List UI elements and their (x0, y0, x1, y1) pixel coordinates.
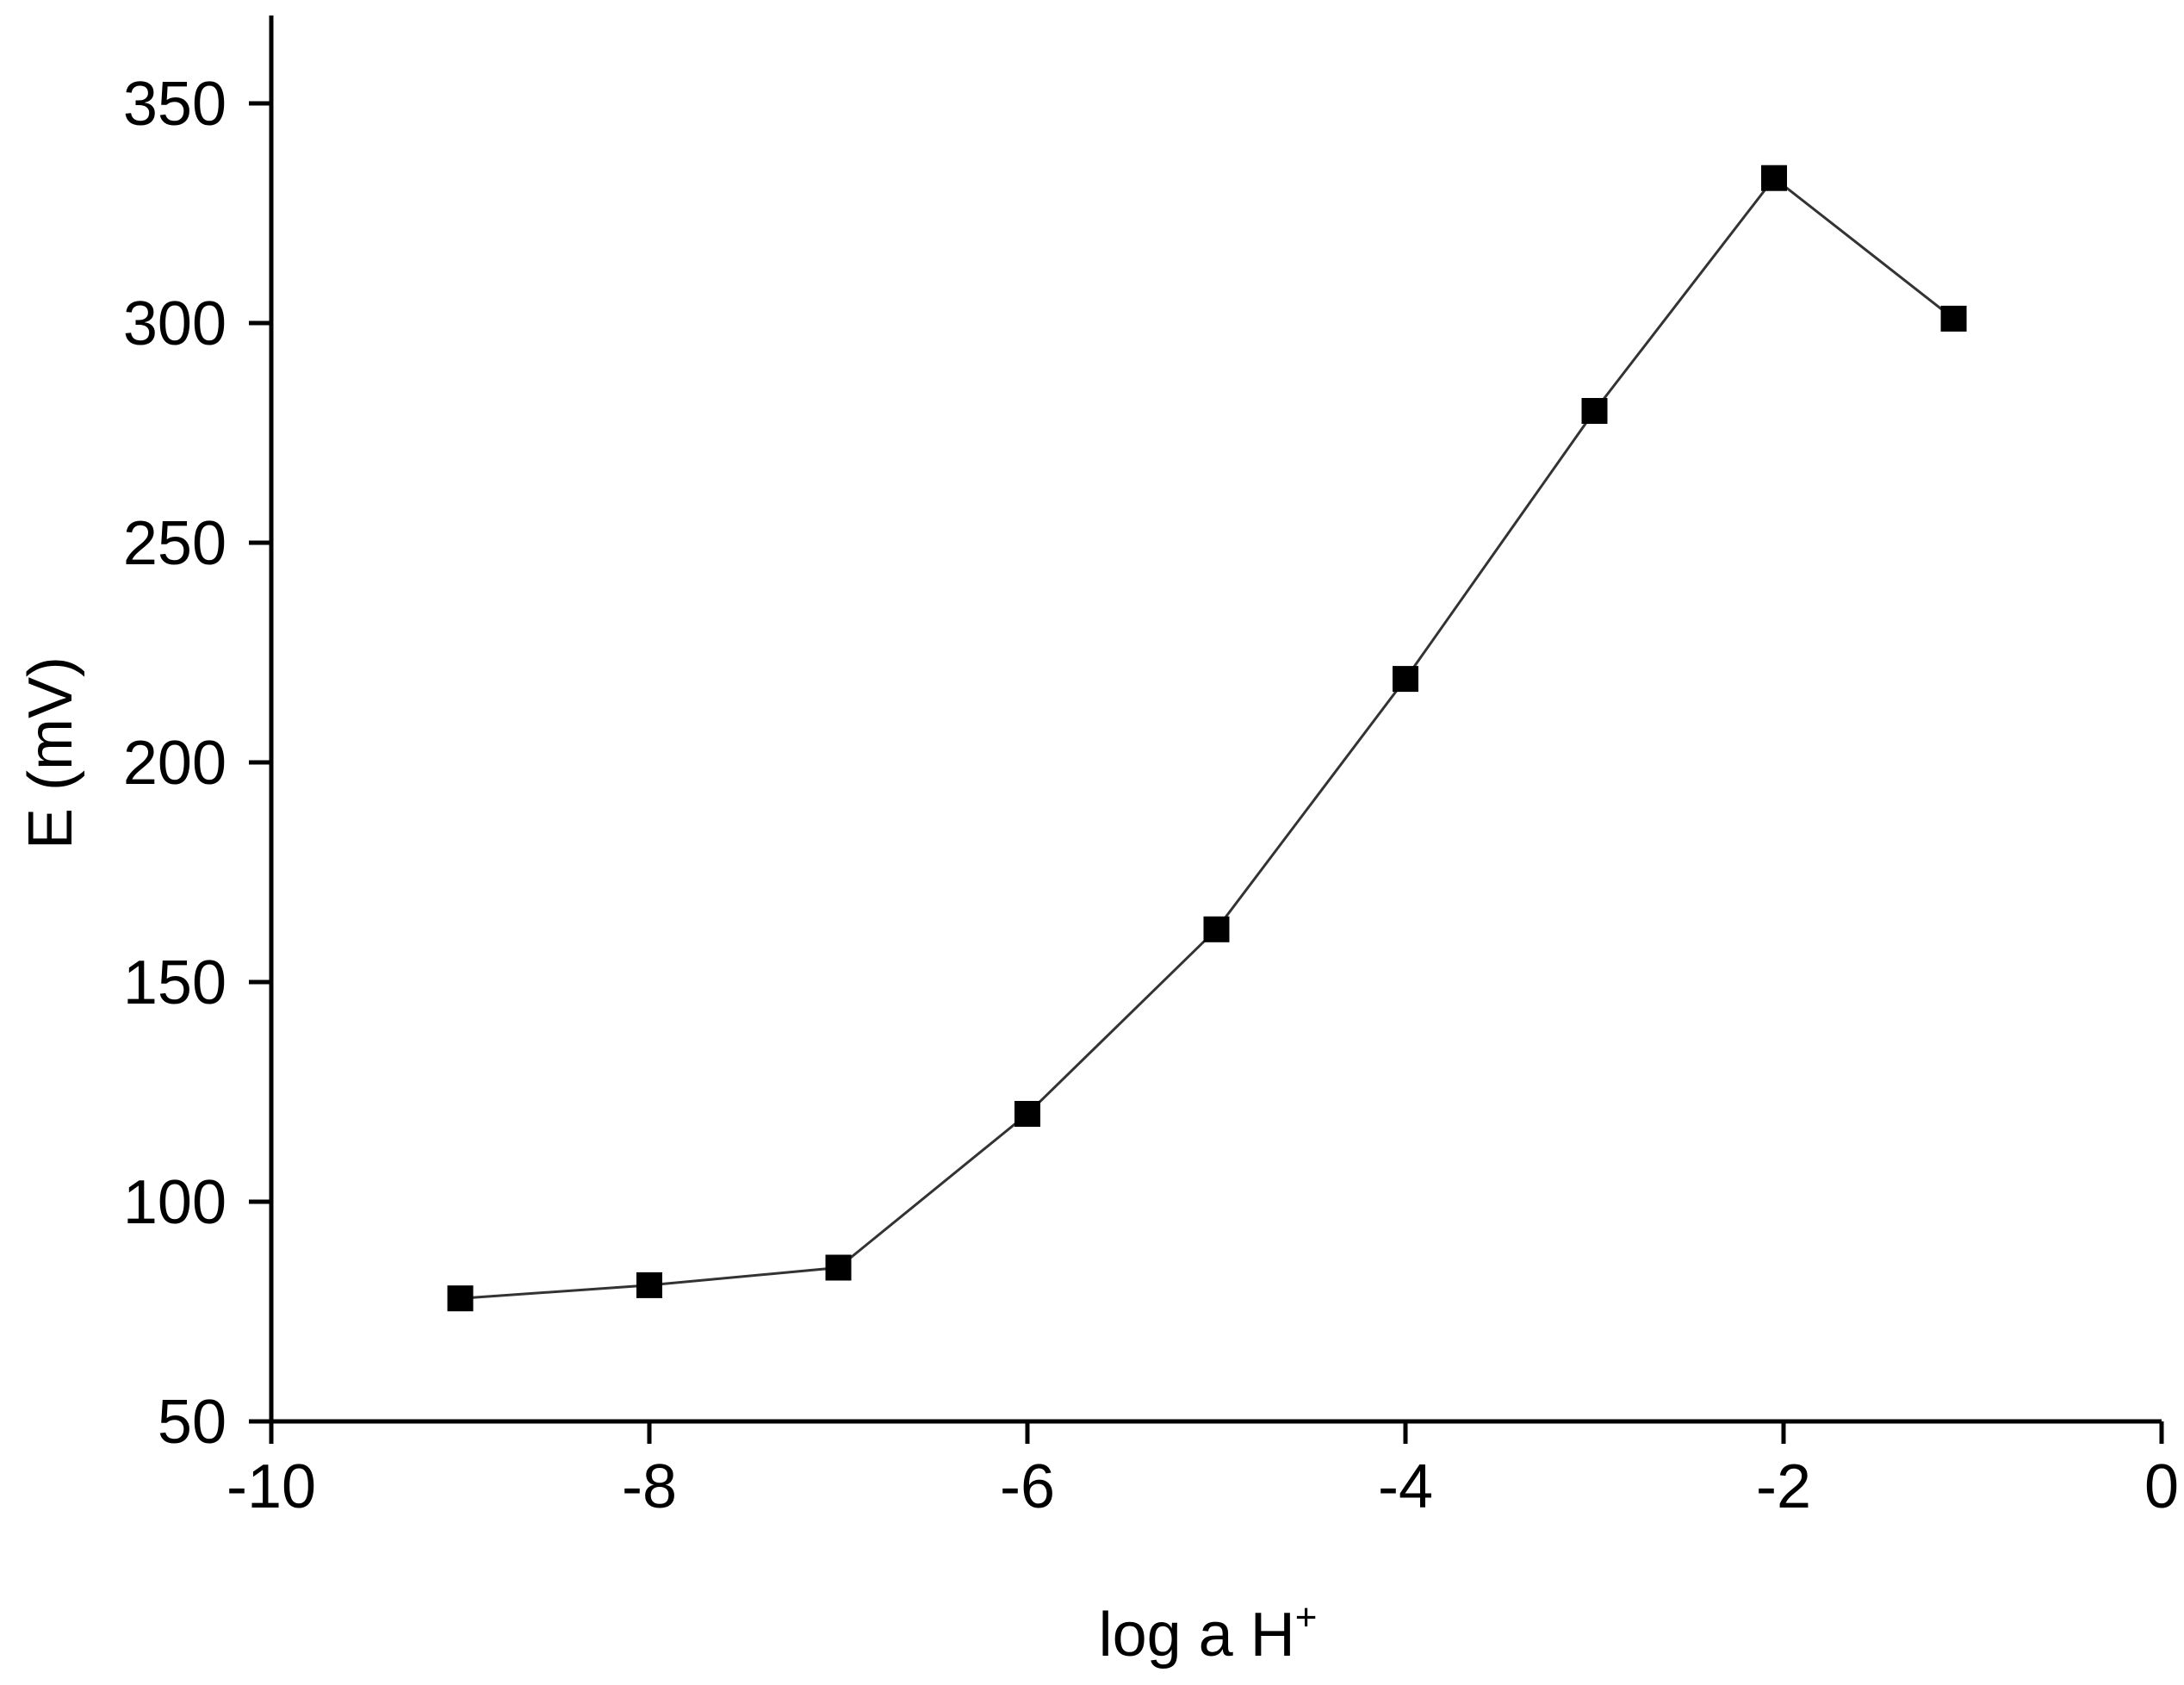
y-tick-label: 250 (123, 509, 226, 578)
x-tick-label: -2 (1756, 1452, 1811, 1521)
y-tick-label: 350 (123, 70, 226, 139)
y-tick-label: 50 (158, 1388, 226, 1457)
data-point (1203, 916, 1230, 942)
axis-titles: log a H+ E (mV) (16, 656, 1317, 1669)
y-axis-title: E (mV) (16, 656, 85, 849)
data-point (1581, 398, 1608, 424)
x-tick-label: -10 (226, 1452, 316, 1521)
data-point (1014, 1101, 1040, 1127)
y-tick-label: 300 (123, 289, 226, 358)
x-tick-label: -4 (1378, 1452, 1433, 1521)
y-tick-label: 150 (123, 948, 226, 1017)
x-tick-label: 0 (2144, 1452, 2179, 1521)
data-point (1940, 305, 1967, 332)
data-point (636, 1272, 662, 1298)
data-point (825, 1254, 852, 1281)
data-point (447, 1285, 474, 1312)
series-line (460, 176, 1955, 1300)
x-axis-title: log a H+ (1099, 1596, 1318, 1669)
data-point (1393, 666, 1418, 693)
series (447, 165, 1967, 1312)
x-tick-label: -8 (622, 1452, 677, 1521)
x-axis-title-main: log a H (1099, 1601, 1295, 1669)
x-tick-label: -6 (1000, 1452, 1055, 1521)
ticks: -10 -8 -6 -4 -2 0 50 100 150 200 250 300 350 (123, 70, 2179, 1521)
y-tick-label: 200 (123, 729, 226, 798)
x-axis-title-superscript: + (1295, 1596, 1318, 1638)
data-point (1761, 165, 1788, 191)
y-tick-label: 100 (123, 1168, 226, 1237)
axes (269, 16, 2162, 1424)
